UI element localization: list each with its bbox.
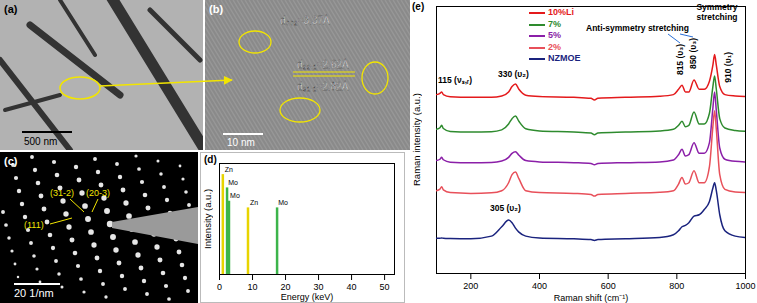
html-text:850 (υ₃): 850 (υ₃) (688, 38, 698, 70)
html-text:Intensity (a.u.): Intensity (a.u.) (202, 188, 213, 249)
svg-text:10: 10 (248, 282, 258, 292)
html-text:Symmetry stretching: Symmetry stretching (696, 2, 738, 22)
svg-text:Zn: Zn (250, 199, 258, 206)
svg-text:Mo: Mo (228, 179, 238, 186)
html-text:(e): (e) (412, 1, 425, 12)
html-text:5%: 5% (548, 30, 561, 40)
svg-text:0: 0 (217, 282, 222, 292)
svg-text:400: 400 (532, 281, 547, 291)
svg-text:d₀₀₂=3.37Å: d₀₀₂=3.37Å (280, 14, 330, 26)
svg-text:10 nm: 10 nm (227, 137, 255, 148)
html-text:NZMOE: NZMOE (548, 53, 581, 63)
html-text:Raman intensity (a.u.): Raman intensity (a.u.) (411, 93, 422, 186)
html-text:10%Li: 10%Li (548, 7, 574, 17)
svg-text:d₂₂₋₁=2.62Å: d₂₂₋₁=2.62Å (297, 58, 349, 70)
svg-text:1000: 1000 (735, 281, 755, 291)
svg-text:500 nm: 500 nm (24, 136, 57, 147)
svg-text:200: 200 (463, 281, 478, 291)
svg-text:Mo: Mo (278, 199, 288, 206)
svg-text:20 1/nm: 20 1/nm (14, 287, 54, 299)
html-text:7%: 7% (548, 18, 561, 29)
html-text:115 (νₛ,ᵣ): 115 (νₛ,ᵣ) (438, 75, 472, 85)
html-text:815 (υ₃): 815 (υ₃) (675, 44, 685, 76)
html-text:305 (υ₂): 305 (υ₂) (490, 203, 521, 213)
svg-text:Raman shift (cm⁻¹): Raman shift (cm⁻¹) (554, 293, 629, 303)
svg-text:d₃₁₋₁=2.82Å: d₃₁₋₁=2.82Å (297, 80, 349, 92)
svg-text:20: 20 (281, 282, 291, 292)
svg-text:30: 30 (314, 282, 324, 292)
svg-text:(111): (111) (24, 220, 44, 230)
svg-text:600: 600 (601, 281, 616, 291)
html-text:910 (υ₁): 910 (υ₁) (723, 52, 733, 83)
svg-text:800: 800 (669, 281, 684, 291)
svg-text:Zn: Zn (225, 166, 233, 173)
html-text:Anti-symmetry stretching: Anti-symmetry stretching (586, 23, 689, 33)
svg-text:50: 50 (380, 282, 390, 292)
html-text:2%: 2% (548, 41, 561, 52)
html-text:(d): (d) (204, 154, 217, 165)
html-text:330 (υ₂): 330 (υ₂) (498, 69, 529, 79)
svg-text:(31-2): (31-2) (50, 188, 74, 198)
svg-text:Energy (keV): Energy (keV) (281, 292, 334, 302)
svg-text:40: 40 (347, 282, 357, 292)
svg-text:(b): (b) (209, 3, 223, 15)
svg-text:(20-3): (20-3) (86, 188, 110, 198)
svg-text:Mo: Mo (230, 192, 240, 199)
svg-text:(a): (a) (4, 3, 18, 15)
svg-text:(c): (c) (4, 155, 18, 167)
